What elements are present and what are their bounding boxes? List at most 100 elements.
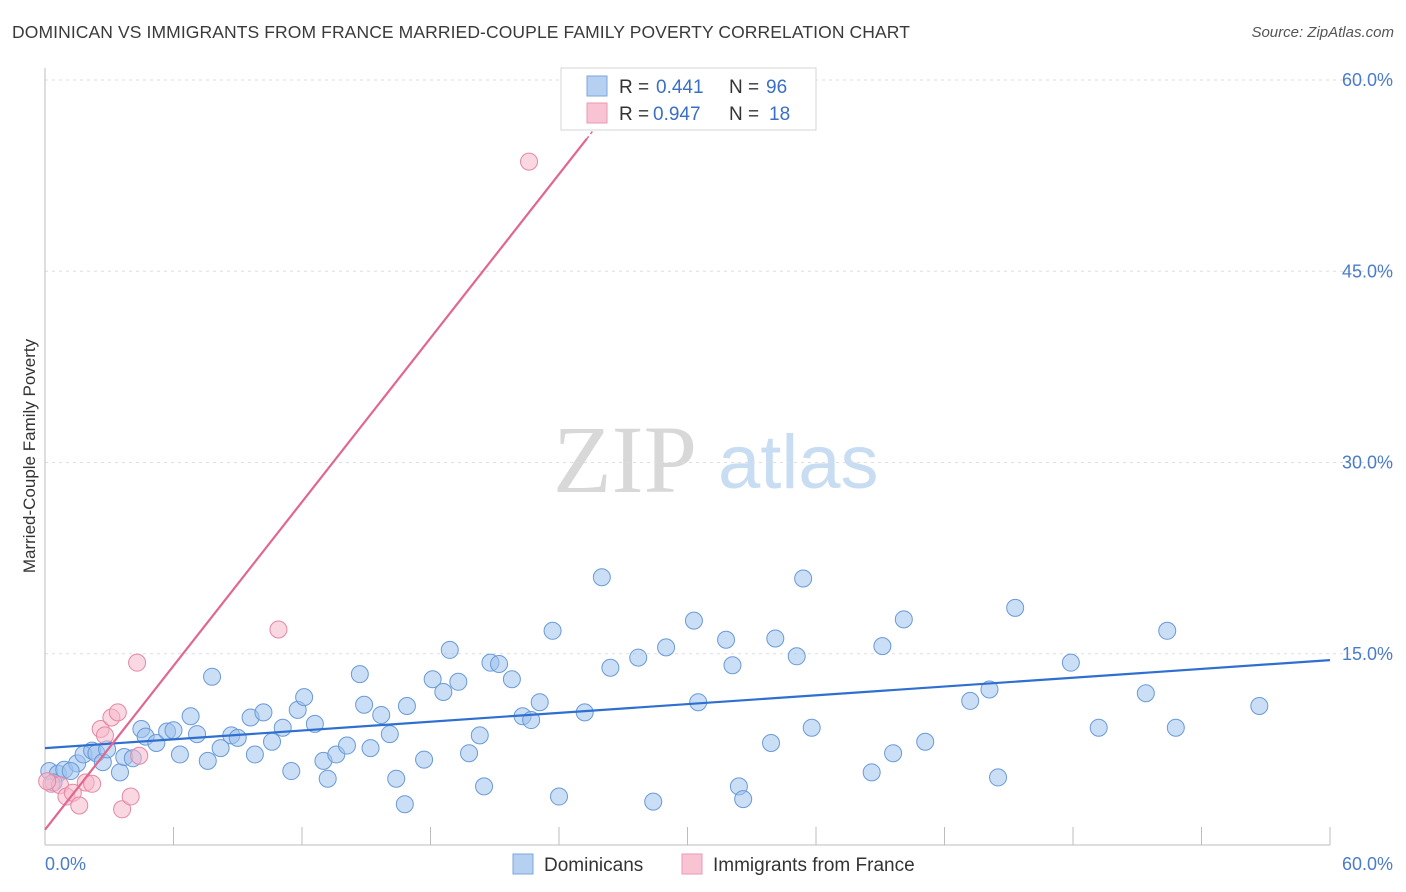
watermark-atlas: atlas [718, 420, 879, 505]
data-point-dominicans [657, 638, 676, 657]
data-point-france [520, 152, 539, 171]
data-point-dominicans [1061, 653, 1080, 672]
gridlines [45, 79, 1395, 655]
x-tick-label-max: 60.0% [1342, 854, 1393, 874]
data-point-dominicans [644, 792, 663, 811]
legend-n-label-1: N = [729, 77, 759, 98]
data-point-dominicans [273, 718, 292, 737]
data-point-dominicans [543, 621, 562, 640]
data-point-dominicans [1158, 621, 1177, 640]
data-point-dominicans [502, 670, 521, 689]
data-point-france [269, 620, 288, 639]
y-tick-label: 30.0% [1342, 453, 1393, 473]
data-point-dominicans [592, 568, 611, 587]
data-point-dominicans [601, 658, 620, 677]
legend-r-value-2: 0.947 [653, 104, 701, 125]
france-points [38, 152, 539, 819]
data-point-dominicans [387, 769, 406, 788]
y-axis-title: Married-Couple Family Poverty [20, 338, 39, 573]
data-point-dominicans [415, 750, 434, 769]
data-point-dominicans [245, 745, 264, 764]
data-point-france [70, 796, 89, 815]
legend-box: R = 0.441 N = 96 R = 0.947 N = 18 [560, 67, 817, 131]
data-point-dominicans [350, 665, 369, 684]
data-point-france [128, 653, 147, 672]
data-point-dominicans [961, 691, 980, 710]
bottom-legend-france: Immigrants from France [713, 855, 915, 876]
data-point-dominicans [1006, 598, 1025, 617]
data-point-dominicans [282, 762, 301, 781]
bottom-legend-swatch-france [681, 853, 703, 875]
data-point-dominicans [550, 787, 568, 806]
data-point-france [113, 800, 132, 819]
data-point-dominicans [337, 736, 356, 755]
data-point-dominicans [254, 703, 273, 722]
data-point-dominicans [372, 705, 391, 724]
data-point-dominicans [629, 648, 648, 667]
data-point-dominicans [181, 707, 200, 726]
data-point-dominicans [717, 630, 736, 649]
data-point-france [121, 787, 140, 806]
legend-n-label-2: N = [729, 104, 759, 125]
data-point-dominicans [170, 745, 189, 764]
data-point-dominicans [1166, 718, 1185, 737]
data-point-dominicans [228, 728, 247, 747]
data-point-dominicans [395, 795, 414, 814]
data-point-france [108, 703, 127, 722]
data-point-dominicans [61, 762, 80, 781]
data-point-dominicans [873, 637, 892, 656]
data-point-dominicans [1250, 697, 1269, 716]
data-point-dominicans [684, 611, 703, 630]
legend-swatch-dominicans [586, 75, 608, 97]
data-point-france [83, 774, 102, 793]
trend-line-france [44, 137, 588, 831]
data-point-dominicans [203, 667, 222, 686]
data-point-dominicans [449, 672, 468, 691]
bottom-legend-swatch-dominicans [512, 853, 534, 875]
data-point-dominicans [460, 744, 479, 763]
data-point-dominicans [211, 739, 230, 758]
data-point-dominicans [164, 721, 183, 740]
data-point-dominicans [434, 683, 453, 701]
data-point-dominicans [355, 695, 374, 714]
legend-n-value-2: 18 [769, 104, 790, 125]
data-point-dominicans [110, 763, 129, 782]
data-point-dominicans [787, 647, 806, 666]
data-point-france [130, 746, 149, 765]
data-point-dominicans [762, 734, 781, 752]
x-tick-label-min: 0.0% [45, 854, 86, 874]
data-point-dominicans [295, 688, 314, 707]
data-point-dominicans [794, 569, 813, 588]
data-point-france [38, 772, 57, 791]
axes [44, 68, 1331, 846]
data-point-dominicans [188, 725, 207, 744]
data-point-dominicans [475, 777, 494, 796]
trend-line-dominicans [44, 659, 1331, 750]
data-point-dominicans [980, 680, 999, 699]
legend-r-label-2: R = [619, 104, 649, 125]
data-point-dominicans [380, 725, 399, 744]
chart-title: DOMINICAN VS IMMIGRANTS FROM FRANCE MARR… [12, 22, 910, 42]
bottom-legend-dominicans: Dominicans [544, 855, 643, 876]
source-label: Source: ZipAtlas.com [1251, 24, 1394, 41]
data-point-dominicans [397, 697, 416, 716]
data-point-dominicans [884, 744, 903, 763]
data-point-dominicans [723, 656, 742, 675]
data-point-dominicans [1089, 718, 1108, 737]
dominicans-points [40, 568, 1269, 814]
data-point-dominicans [198, 751, 217, 770]
y-tick-labels: 15.0% 30.0% 45.0% 60.0% [1342, 70, 1393, 664]
y-tick-label: 15.0% [1342, 644, 1393, 664]
legend-n-value-1: 96 [766, 77, 787, 98]
data-point-dominicans [318, 769, 337, 788]
legend-r-label-1: R = [619, 77, 649, 98]
data-point-dominicans [470, 726, 489, 745]
data-point-dominicans [766, 629, 785, 648]
data-point-dominicans [440, 640, 459, 659]
data-point-dominicans [734, 790, 753, 809]
data-point-dominicans [862, 763, 881, 782]
data-point-dominicans [989, 768, 1008, 787]
legend-swatch-france [586, 102, 608, 124]
data-point-dominicans [1136, 684, 1155, 703]
